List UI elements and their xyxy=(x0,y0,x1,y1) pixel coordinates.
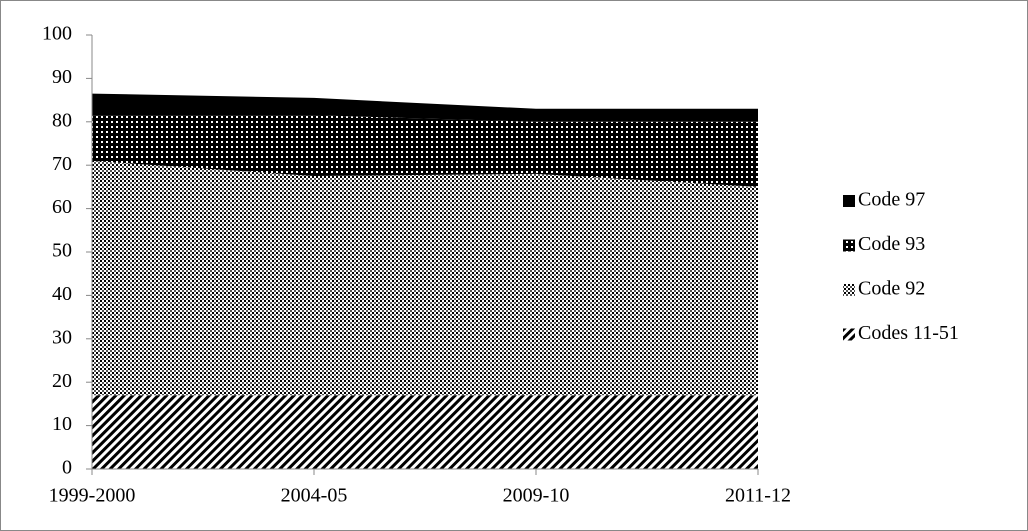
area xyxy=(92,160,758,396)
y-tick-label: 40 xyxy=(52,283,72,305)
legend-swatch xyxy=(843,195,855,207)
x-tick-label: 1999-2000 xyxy=(49,485,136,507)
y-tick-label: 70 xyxy=(52,153,72,175)
y-tick-label: 10 xyxy=(52,413,72,435)
legend-label: Code 97 xyxy=(858,189,925,211)
legend-label: Code 93 xyxy=(858,233,925,255)
y-tick-label: 60 xyxy=(52,196,72,218)
x-tick-label: 2009-10 xyxy=(503,485,570,507)
legend-label: Codes 11-51 xyxy=(858,322,959,344)
x-tick-label: 2011-12 xyxy=(725,485,791,507)
y-tick-label: 80 xyxy=(52,109,72,131)
area xyxy=(92,93,758,122)
legend-swatch xyxy=(843,284,855,296)
y-tick-label: 0 xyxy=(62,457,72,479)
y-tick-label: 50 xyxy=(52,240,72,262)
legend-swatch xyxy=(843,328,855,341)
legend-label: Code 92 xyxy=(858,278,925,300)
y-tick-label: 30 xyxy=(52,326,72,348)
area xyxy=(92,395,758,469)
y-tick-label: 100 xyxy=(42,23,72,45)
x-tick-label: 2004-05 xyxy=(281,485,348,507)
area xyxy=(92,115,758,187)
y-tick-label: 90 xyxy=(52,66,72,88)
y-tick-label: 20 xyxy=(52,370,72,392)
legend-swatch xyxy=(843,239,855,252)
